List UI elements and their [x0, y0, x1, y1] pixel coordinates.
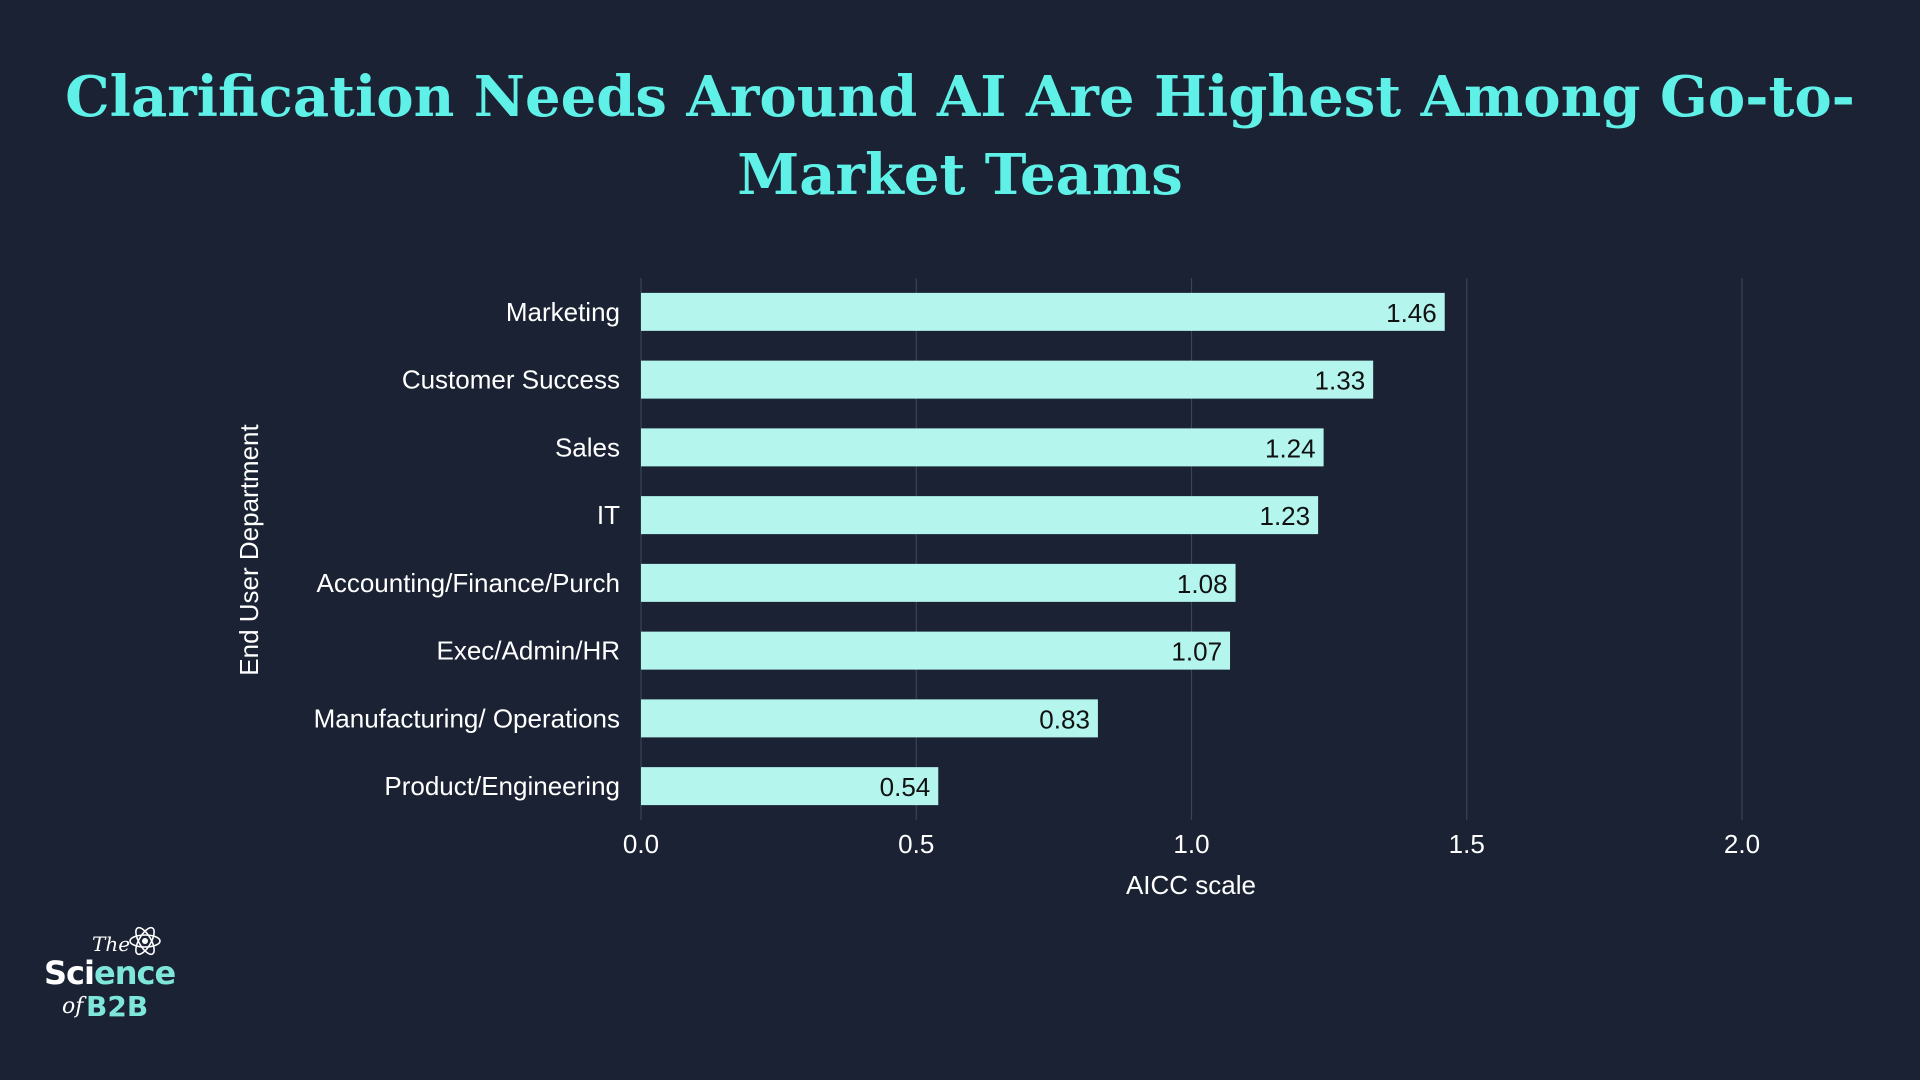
grid-lines [640, 278, 1743, 820]
category-label: Sales [555, 432, 620, 462]
category-label: Product/Engineering [384, 771, 620, 801]
bar [641, 360, 1374, 399]
logo-science-part2: ence [93, 954, 176, 992]
category-labels: Marketing Customer Success Sales IT Accounti… [314, 297, 621, 801]
logo-of: of [62, 994, 84, 1019]
science-of-b2b-logo: The Science of B2B [42, 922, 182, 1023]
category-label: Manufacturing/ Operations [314, 703, 620, 733]
chart-title: Clarification Needs Around AI Are Highes… [0, 58, 1920, 214]
logo-b2b: B2B [86, 990, 149, 1023]
x-tick-label: 1.5 [1449, 829, 1485, 859]
bar [641, 767, 939, 806]
x-axis-label: AICC scale [1126, 870, 1256, 900]
category-label: IT [597, 500, 620, 530]
y-axis-label: End User Department [234, 424, 264, 676]
x-tick-label: 1.0 [1173, 829, 1209, 859]
logo-science-part1: Sci [44, 954, 95, 992]
category-label: Accounting/Finance/Purch [316, 568, 620, 598]
x-tick-labels: 0.0 0.5 1.0 1.5 2.0 [623, 829, 1760, 859]
bar-value-label: 1.46 [1386, 298, 1437, 328]
bar [641, 699, 1098, 738]
bar-value-label: 1.33 [1315, 366, 1366, 396]
bar [641, 496, 1319, 535]
bar [641, 631, 1231, 670]
x-tick-label: 0.5 [898, 829, 934, 859]
bar-value-label: 0.54 [880, 772, 931, 802]
category-label: Exec/Admin/HR [437, 636, 621, 666]
bar-value-label: 1.07 [1171, 637, 1222, 667]
bar [641, 292, 1445, 331]
logo-the: The [92, 932, 131, 956]
value-labels: 1.46 1.33 1.24 1.23 1.08 1.07 0.83 0.54 [880, 298, 1437, 802]
category-label: Marketing [506, 297, 620, 327]
bar-value-label: 1.08 [1177, 569, 1228, 599]
bars [641, 292, 1445, 806]
x-tick-label: 2.0 [1724, 829, 1760, 859]
category-label: Customer Success [402, 365, 620, 395]
chart-title-line-2: Market Teams [737, 142, 1183, 208]
bar-value-label: 1.24 [1265, 433, 1316, 463]
bar-value-label: 0.83 [1039, 704, 1090, 734]
logo-science: Science [44, 954, 176, 992]
chart-title-line-1: Clarification Needs Around AI Are Highes… [65, 64, 1855, 130]
x-tick-label: 0.0 [623, 829, 659, 859]
atom-icon [129, 926, 161, 956]
bar [641, 563, 1236, 602]
bar [641, 428, 1324, 467]
bar-value-label: 1.23 [1260, 501, 1311, 531]
